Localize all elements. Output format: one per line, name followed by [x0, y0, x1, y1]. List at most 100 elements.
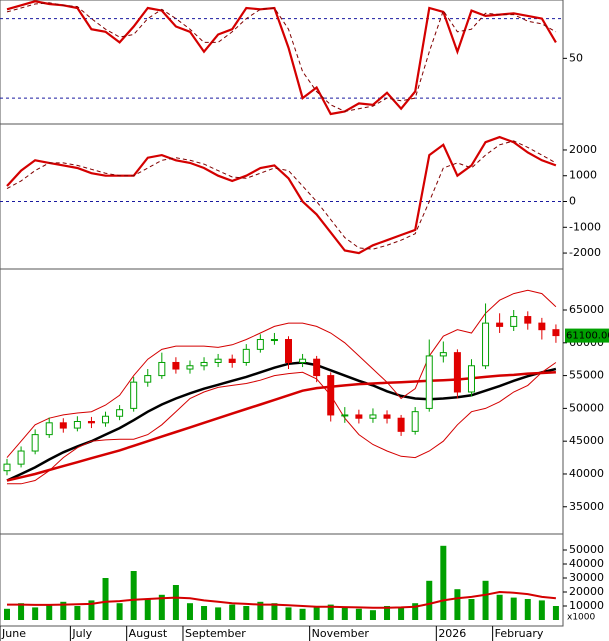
panel-frame [0, 123, 564, 270]
candle-body [73, 421, 81, 429]
panel-frame [0, 268, 564, 535]
candle-body [102, 415, 110, 424]
candle-body [327, 375, 335, 416]
volume-bar [496, 594, 503, 620]
candle-body [341, 414, 349, 417]
y-tick-label: 50 [569, 51, 583, 64]
candle-body [453, 352, 461, 393]
last-price-box [565, 328, 609, 343]
candle-body [496, 322, 504, 327]
x-tick-label: February [495, 627, 544, 640]
candle-body [425, 355, 433, 409]
volume-bar [285, 607, 292, 620]
volume-bar [355, 608, 362, 620]
volume-bar [454, 589, 461, 620]
volume-bar [524, 599, 531, 620]
volume-bar [4, 608, 10, 620]
x-tick-label: September [185, 627, 246, 640]
y-tick-label: -2000 [569, 246, 601, 259]
candle-body [228, 358, 236, 363]
volume-bar [88, 600, 95, 620]
y-tick-label: 2000 [569, 143, 597, 156]
candle-body [355, 414, 363, 419]
x-tick-label: August [129, 627, 168, 640]
candle-body [270, 339, 278, 342]
volume-bar [18, 603, 25, 620]
x-tick-label: 2026 [438, 627, 466, 640]
indicator-line [7, 590, 556, 609]
y-tick-label: 65000 [569, 303, 604, 316]
y-tick-label: 35000 [569, 500, 604, 513]
volume-bar [299, 608, 306, 620]
volume-bar [243, 606, 250, 620]
volume-bar [468, 599, 475, 620]
indicator-line [6, 371, 556, 482]
volume-bar [46, 604, 53, 620]
candle-body [299, 358, 307, 363]
candle-body [130, 381, 138, 409]
volume-bar [440, 545, 447, 620]
candle-body [45, 422, 53, 436]
candle-body [31, 434, 39, 452]
volume-bar [158, 594, 165, 620]
y-tick-label: 20000 [569, 585, 604, 598]
y-tick-label: 45000 [569, 434, 604, 447]
volume-bar [341, 607, 348, 620]
y-tick-label: 55000 [569, 369, 604, 382]
candle-body [369, 414, 377, 419]
candle-body [538, 322, 546, 331]
volume-bar [327, 604, 334, 620]
candle-body [383, 414, 391, 419]
candle-body [467, 365, 475, 393]
candle-body [144, 375, 152, 383]
indicator-line [6, 0, 557, 116]
candle-body [397, 417, 405, 432]
volume-bar [102, 578, 109, 620]
volume-bar [271, 603, 278, 620]
candle-body [200, 361, 208, 367]
last-price-label: 61100.00 [566, 331, 609, 342]
volume-bar [215, 607, 222, 620]
volume-bar [510, 597, 517, 620]
volume-bar [116, 603, 123, 620]
volume-bar [426, 580, 433, 620]
x-tick-label: July [71, 627, 92, 640]
volume-bar [398, 607, 405, 620]
volume-bar [32, 607, 39, 620]
y-tick-label: 30000 [569, 571, 604, 584]
y-tick-label: 50000 [569, 543, 604, 556]
candle-body [17, 450, 25, 465]
y-tick-label: -1000 [569, 220, 601, 233]
volume-bar [552, 606, 559, 620]
panel-frame [0, 533, 564, 627]
candle-body [510, 316, 518, 327]
candle-body [524, 316, 532, 324]
candle-body [242, 348, 250, 363]
volume-bar [172, 585, 179, 620]
candle-body [87, 421, 95, 424]
volume-bar [130, 571, 137, 620]
indicator-line [6, 140, 557, 250]
volume-bar [482, 580, 489, 620]
candle-body [256, 339, 264, 350]
x-tick-label: November [312, 627, 370, 640]
candle-body [214, 358, 222, 363]
indicator-line [6, 135, 557, 255]
y-tick-label: 1000 [569, 169, 597, 182]
volume-bar [384, 606, 391, 620]
candle-body [172, 361, 180, 370]
candle-body [411, 411, 419, 432]
candle-body [313, 358, 321, 377]
volume-bar [74, 606, 81, 620]
candle-body [116, 409, 124, 417]
volume-bar [60, 601, 67, 620]
candle-body [59, 422, 67, 429]
y-tick-label: 40000 [569, 557, 604, 570]
candle-body [158, 361, 166, 377]
volume-bar [313, 606, 320, 620]
volume-bar [369, 610, 376, 620]
volume-bar [229, 604, 236, 620]
volume-bar [412, 603, 419, 620]
y-tick-label: 40000 [569, 467, 604, 480]
